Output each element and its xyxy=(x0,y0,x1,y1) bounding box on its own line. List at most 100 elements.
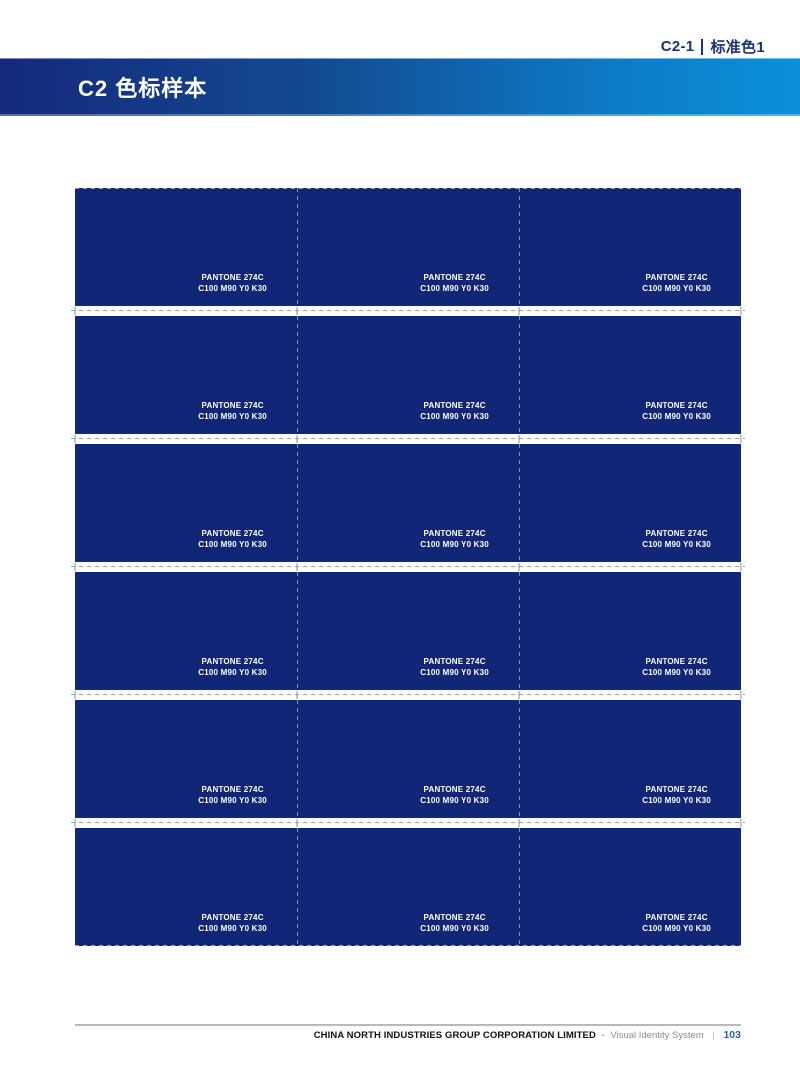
swatch-cell-r4-c2: PANTONE 274C C100 M90 Y0 K30 xyxy=(297,572,519,690)
cut-tick xyxy=(74,563,76,571)
swatch-cell-r2-c2: PANTONE 274C C100 M90 Y0 K30 xyxy=(297,316,519,434)
cut-tick xyxy=(740,307,742,315)
swatch-cell-r2-c3: PANTONE 274C C100 M90 Y0 K30 xyxy=(519,316,741,434)
cmyk-values: C100 M90 Y0 K30 xyxy=(198,668,267,677)
page-number: 103 xyxy=(723,1029,741,1041)
swatch-label: PANTONE 274C C100 M90 Y0 K30 xyxy=(390,528,519,550)
pantone-name: PANTONE 274C xyxy=(645,529,708,538)
pantone-name: PANTONE 274C xyxy=(423,401,486,410)
section-tab: C2-1 标准色1 xyxy=(661,36,765,57)
swatch-label: PANTONE 274C C100 M90 Y0 K30 xyxy=(390,784,519,806)
cut-dash-line xyxy=(71,566,745,567)
swatch-label: PANTONE 274C C100 M90 Y0 K30 xyxy=(168,272,297,294)
cmyk-values: C100 M90 Y0 K30 xyxy=(642,796,711,805)
vertical-cut-line xyxy=(297,700,298,818)
cut-tick xyxy=(74,435,76,443)
pantone-name: PANTONE 274C xyxy=(645,913,708,922)
cut-tick xyxy=(518,435,520,443)
cmyk-values: C100 M90 Y0 K30 xyxy=(420,924,489,933)
pantone-name: PANTONE 274C xyxy=(201,273,264,282)
swatch-label: PANTONE 274C C100 M90 Y0 K30 xyxy=(612,656,741,678)
swatch-cell-r1-c3: PANTONE 274C C100 M90 Y0 K30 xyxy=(519,188,741,306)
swatch-label: PANTONE 274C C100 M90 Y0 K30 xyxy=(168,400,297,422)
cut-tick xyxy=(296,563,298,571)
cut-tick xyxy=(518,563,520,571)
cut-tick xyxy=(518,819,520,827)
swatch-label: PANTONE 274C C100 M90 Y0 K30 xyxy=(390,400,519,422)
swatch-cell-r3-c2: PANTONE 274C C100 M90 Y0 K30 xyxy=(297,444,519,562)
vertical-cut-line xyxy=(297,828,298,946)
cut-tick xyxy=(518,691,520,699)
swatch-label: PANTONE 274C C100 M90 Y0 K30 xyxy=(390,656,519,678)
cmyk-values: C100 M90 Y0 K30 xyxy=(198,796,267,805)
cut-tick xyxy=(74,819,76,827)
footer-text: CHINA NORTH INDUSTRIES GROUP CORPORATION… xyxy=(314,1029,741,1041)
identity-system-label: Visual Identity System xyxy=(610,1030,704,1041)
cut-tick xyxy=(740,563,742,571)
cut-tick xyxy=(296,435,298,443)
section-tab-divider xyxy=(701,38,704,55)
pantone-name: PANTONE 274C xyxy=(645,401,708,410)
cut-tick xyxy=(740,691,742,699)
pantone-name: PANTONE 274C xyxy=(201,785,264,794)
vertical-cut-line xyxy=(297,444,298,562)
cut-dash-line xyxy=(71,310,745,311)
cmyk-values: C100 M90 Y0 K30 xyxy=(198,924,267,933)
pantone-name: PANTONE 274C xyxy=(201,529,264,538)
swatch-cell-r2-c1: PANTONE 274C C100 M90 Y0 K30 xyxy=(75,316,297,434)
cut-separator xyxy=(71,562,745,572)
swatch-cell-r5-c1: PANTONE 274C C100 M90 Y0 K30 xyxy=(75,700,297,818)
swatch-label: PANTONE 274C C100 M90 Y0 K30 xyxy=(390,272,519,294)
vertical-cut-line xyxy=(297,572,298,690)
pantone-name: PANTONE 274C xyxy=(645,657,708,666)
swatch-cell-r5-c2: PANTONE 274C C100 M90 Y0 K30 xyxy=(297,700,519,818)
vertical-cut-line xyxy=(519,188,520,306)
swatch-row-1: PANTONE 274C C100 M90 Y0 K30 PANTONE 274C C… xyxy=(75,188,741,306)
cut-tick xyxy=(296,819,298,827)
cmyk-values: C100 M90 Y0 K30 xyxy=(420,412,489,421)
cmyk-values: C100 M90 Y0 K30 xyxy=(420,668,489,677)
swatch-cell-r1-c1: PANTONE 274C C100 M90 Y0 K30 xyxy=(75,188,297,306)
swatch-row-2: PANTONE 274C C100 M90 Y0 K30 PANTONE 274C C… xyxy=(75,316,741,434)
pantone-name: PANTONE 274C xyxy=(423,913,486,922)
pantone-name: PANTONE 274C xyxy=(423,785,486,794)
swatch-label: PANTONE 274C C100 M90 Y0 K30 xyxy=(612,784,741,806)
pantone-name: PANTONE 274C xyxy=(645,785,708,794)
vertical-cut-line xyxy=(519,828,520,946)
swatch-cell-r4-c3: PANTONE 274C C100 M90 Y0 K30 xyxy=(519,572,741,690)
swatch-cell-r6-c2: PANTONE 274C C100 M90 Y0 K30 xyxy=(297,828,519,946)
vertical-cut-line xyxy=(519,572,520,690)
cut-tick xyxy=(740,819,742,827)
swatch-row-4: PANTONE 274C C100 M90 Y0 K30 PANTONE 274C C… xyxy=(75,572,741,690)
swatch-cell-r4-c1: PANTONE 274C C100 M90 Y0 K30 xyxy=(75,572,297,690)
vertical-cut-line xyxy=(519,700,520,818)
pantone-name: PANTONE 274C xyxy=(201,913,264,922)
cut-line-bottom xyxy=(75,945,741,946)
swatch-label: PANTONE 274C C100 M90 Y0 K30 xyxy=(612,528,741,550)
cut-dash-line xyxy=(71,822,745,823)
cmyk-values: C100 M90 Y0 K30 xyxy=(420,796,489,805)
swatch-cell-r6-c3: PANTONE 274C C100 M90 Y0 K30 xyxy=(519,828,741,946)
vertical-cut-line xyxy=(297,316,298,434)
pantone-name: PANTONE 274C xyxy=(645,273,708,282)
swatch-cell-r3-c1: PANTONE 274C C100 M90 Y0 K30 xyxy=(75,444,297,562)
vertical-cut-line xyxy=(519,444,520,562)
cmyk-values: C100 M90 Y0 K30 xyxy=(642,412,711,421)
vertical-cut-line xyxy=(519,316,520,434)
cut-tick xyxy=(518,307,520,315)
section-code: C2-1 xyxy=(660,38,695,55)
cmyk-values: C100 M90 Y0 K30 xyxy=(198,412,267,421)
cmyk-values: C100 M90 Y0 K30 xyxy=(642,540,711,549)
cut-separator xyxy=(71,306,745,316)
footer-divider: | xyxy=(712,1030,715,1041)
cmyk-values: C100 M90 Y0 K30 xyxy=(420,284,489,293)
swatch-cell-r5-c3: PANTONE 274C C100 M90 Y0 K30 xyxy=(519,700,741,818)
swatch-row-5: PANTONE 274C C100 M90 Y0 K30 PANTONE 274C C… xyxy=(75,700,741,818)
title-bar: C2 色标样本 xyxy=(0,58,800,116)
cut-tick xyxy=(740,435,742,443)
pantone-name: PANTONE 274C xyxy=(423,529,486,538)
footer-separator: - xyxy=(601,1030,605,1041)
cut-separator xyxy=(71,818,745,828)
swatch-label: PANTONE 274C C100 M90 Y0 K30 xyxy=(168,784,297,806)
